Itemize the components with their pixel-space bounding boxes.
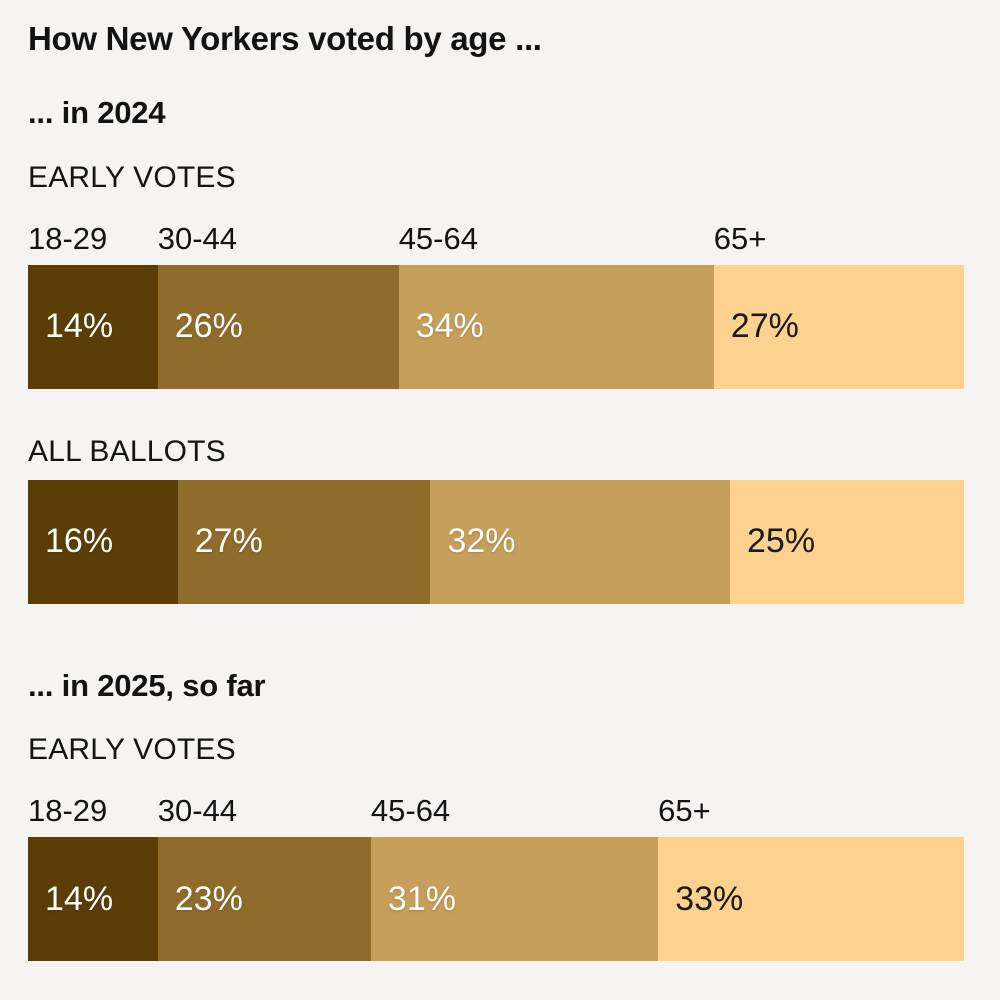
bar-row: EARLY VOTES 18-29 30-44 45-64 65+ 14% 26% 34% 27… [28,160,965,389]
category-label: 18-29 [28,220,108,256]
chart-section: ... in 2024 EARLY VOTES 18-29 30-44 45-64 65+… [28,94,965,604]
bar-segment: 31% [370,837,659,962]
bar-value: 25% [747,522,816,561]
bar-segment: 14% [28,837,158,962]
category-label: 65+ [713,220,767,256]
bar-segment: 32% [430,479,730,604]
category-label: 30-44 [157,793,238,829]
category-label: 45-64 [370,793,451,829]
stacked-bar: 14% 23% 31% 33% [28,837,965,962]
bar-segment: 14% [28,264,158,389]
category-label: 18-29 [28,793,108,829]
bar-segment: 27% [713,264,965,389]
chart: How New Yorkers voted by age ... ... in … [28,20,965,962]
bar-value: 16% [45,522,114,561]
stacked-bar: 16% 27% 32% 25% [28,479,964,604]
category-label: 30-44 [157,220,238,256]
bar-row: EARLY VOTES 18-29 30-44 45-64 65+ 14% 23% 31% 33… [28,733,965,962]
series-label: EARLY VOTES [28,160,236,194]
section-title: ... in 2025, so far [28,667,266,703]
series-label: EARLY VOTES [28,733,236,767]
chart-section: ... in 2025, so far EARLY VOTES 18-29 30-44… [28,667,965,962]
bar-segment: 33% [658,837,965,962]
bar-value: 14% [45,879,114,918]
bar-value: 23% [174,879,243,918]
bar-value: 27% [194,522,263,561]
stacked-bar: 14% 26% 34% 27% [28,264,965,389]
category-label: 45-64 [398,220,478,256]
series-label: ALL BALLOTS [28,434,226,468]
bar-value: 26% [174,307,243,346]
bar-segment: 27% [177,479,431,604]
category-label: 65+ [658,793,711,829]
chart-sections: ... in 2024 EARLY VOTES 18-29 30-44 45-64 65+… [28,94,965,962]
category-labels: 18-29 30-44 45-64 65+ [28,220,964,256]
chart-title: How New Yorkers voted by age ... [28,20,542,57]
bar-value: 33% [675,879,744,918]
bar-segment: 34% [398,264,714,389]
bar-segment: 16% [28,479,178,604]
bar-value: 32% [447,522,516,561]
bar-value: 27% [730,307,799,346]
bar-segment: 25% [730,479,964,604]
bar-value: 31% [387,879,456,918]
category-labels: 18-29 30-44 45-64 65+ [28,794,964,828]
bar-row: ALL BALLOTS 16% 27% 32% 25% [28,435,964,604]
bar-value: 34% [415,307,484,346]
bar-segment: 26% [157,264,399,389]
bar-segment: 23% [157,837,371,962]
section-title: ... in 2024 [28,94,166,130]
bar-value: 14% [45,307,114,346]
